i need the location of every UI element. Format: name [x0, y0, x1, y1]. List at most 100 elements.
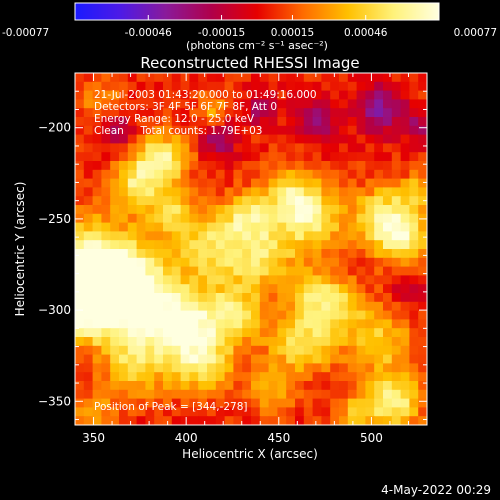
heatmap-cell: [154, 345, 164, 356]
heatmap-cell: [374, 117, 384, 127]
heatmap-cell: [312, 222, 322, 232]
heatmap-cell: [295, 293, 305, 303]
heatmap-cell: [409, 293, 419, 303]
heatmap-cell: [330, 231, 340, 241]
heatmap-cell: [303, 389, 314, 400]
heatmap-cell: [303, 213, 314, 224]
heatmap-cell: [75, 337, 85, 347]
heatmap-cell: [163, 187, 173, 197]
heatmap-cell: [391, 301, 402, 312]
heatmap-cell: [83, 389, 94, 400]
heatmap-cell: [154, 328, 164, 338]
heatmap-cell: [295, 328, 305, 338]
heatmap-cell: [110, 275, 120, 285]
heatmap-cell: [400, 213, 410, 224]
heatmap-cell: [268, 196, 278, 206]
heatmap-cell: [189, 363, 199, 373]
heatmap-cell: [119, 363, 129, 373]
heatmap-cell: [207, 407, 217, 417]
heatmap-cell: [233, 143, 243, 153]
heatmap-cell: [365, 416, 375, 425]
heatmap-cell: [251, 266, 261, 276]
heatmap-cell: [400, 117, 410, 127]
heatmap-cell: [233, 222, 243, 232]
heatmap-cell: [277, 372, 287, 382]
heatmap-cell: [383, 99, 393, 109]
heatmap-cell: [92, 73, 102, 83]
heatmap-cell: [374, 240, 384, 250]
heatmap-cell: [207, 363, 217, 373]
heatmap-cell: [127, 90, 138, 100]
heatmap-cell: [101, 161, 111, 171]
heatmap-cell: [198, 372, 208, 382]
heatmap-cell: [400, 152, 410, 162]
heatmap-cell: [259, 407, 270, 417]
heatmap-cell: [92, 398, 102, 408]
heatmap-cell: [207, 143, 217, 153]
heatmap-cell: [330, 108, 340, 118]
heatmap-cell: [163, 169, 173, 180]
heatmap-cell: [154, 213, 164, 224]
heatmap-cell: [374, 363, 384, 373]
heatmap-cell: [215, 310, 226, 320]
heatmap-cell: [75, 363, 85, 373]
heatmap-cell: [365, 328, 375, 338]
heatmap-cell: [233, 152, 243, 162]
heatmap-cell: [277, 363, 287, 373]
heatmap-cell: [92, 301, 102, 312]
heatmap-cell: [171, 187, 182, 197]
heatmap-cell: [198, 196, 208, 206]
heatmap-cell: [356, 99, 366, 109]
heatmap-cell: [295, 196, 305, 206]
heatmap-cell: [224, 231, 234, 241]
heatmap-cell: [339, 143, 349, 153]
heatmap-cell: [171, 398, 182, 408]
heatmap-cell: [347, 266, 358, 276]
heatmap-cell: [136, 134, 146, 144]
colorbar-tick-label: 0.00046: [344, 27, 388, 39]
heatmap-cell: [171, 266, 182, 276]
heatmap-cell: [259, 354, 270, 364]
heatmap-cell: [233, 354, 243, 364]
heatmap-cell: [145, 81, 155, 92]
heatmap-cell: [356, 319, 366, 329]
heatmap-cell: [356, 222, 366, 232]
heatmap-cell: [268, 337, 278, 347]
heatmap-cell: [154, 231, 164, 241]
heatmap-cell: [339, 416, 349, 425]
heatmap-cell: [242, 205, 252, 215]
heatmap-cell: [198, 363, 208, 373]
heatmap-cell: [136, 196, 146, 206]
heatmap-cell: [409, 73, 419, 83]
heatmap-cell: [154, 161, 164, 171]
heatmap-cell: [154, 125, 164, 136]
heatmap-cell: [154, 99, 164, 109]
heatmap-cell: [92, 90, 102, 100]
heatmap-cell: [418, 372, 427, 382]
heatmap-cell: [145, 178, 155, 188]
heatmap-cell: [418, 99, 427, 109]
heatmap-cell: [383, 125, 393, 136]
heatmap-cell: [321, 284, 331, 294]
heatmap-cell: [251, 257, 261, 268]
heatmap-cell: [303, 143, 314, 153]
heatmap-cell: [136, 231, 146, 241]
heatmap-cell: [224, 99, 234, 109]
heatmap-cell: [145, 328, 155, 338]
heatmap-cell: [224, 187, 234, 197]
heatmap-cell: [347, 90, 358, 100]
heatmap-cell: [119, 240, 129, 250]
heatmap-cell: [418, 328, 427, 338]
heatmap-cell: [83, 108, 94, 118]
heatmap-cell: [83, 213, 94, 224]
heatmap-cell: [83, 187, 94, 197]
heatmap-cell: [409, 354, 419, 364]
heatmap-cell: [127, 389, 138, 400]
heatmap-cell: [75, 90, 85, 100]
heatmap-cell: [286, 284, 296, 294]
heatmap-cell: [374, 152, 384, 162]
heatmap-cell: [400, 99, 410, 109]
heatmap-cell: [330, 354, 340, 364]
heatmap-cell: [321, 363, 331, 373]
x-tick-label: 400: [175, 431, 198, 445]
